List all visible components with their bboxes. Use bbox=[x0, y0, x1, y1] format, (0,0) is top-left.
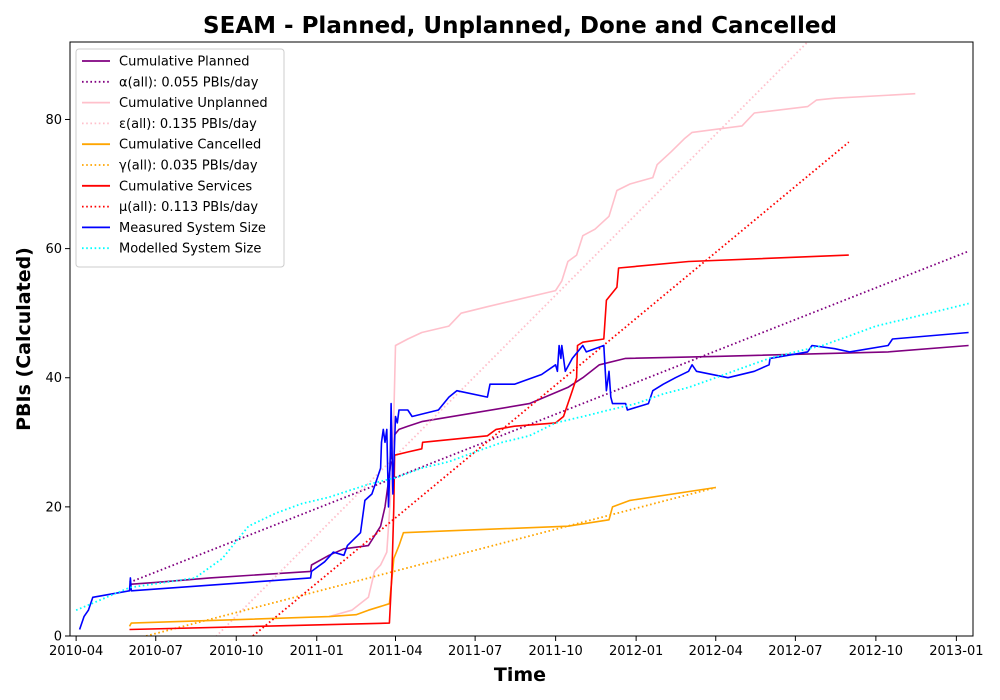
legend-label-7: μ(all): 0.113 PBIs/day bbox=[119, 200, 258, 215]
legend-label-4: Cumulative Cancelled bbox=[119, 138, 261, 153]
legend-label-3: ε(all): 0.135 PBIs/day bbox=[119, 117, 257, 132]
legend-label-6: Cumulative Services bbox=[119, 179, 252, 194]
legend-label-8: Measured System Size bbox=[119, 221, 266, 236]
legend: Cumulative Planned α(all): 0.055 PBIs/day… bbox=[75, 48, 285, 268]
x-tick-label: 2011-07 bbox=[448, 644, 502, 659]
x-tick-label: 2010-07 bbox=[129, 644, 183, 659]
series-layer bbox=[75, 42, 969, 636]
x-tick-label: 2010-10 bbox=[209, 644, 263, 659]
x-tick-label: 2010-04 bbox=[49, 644, 103, 659]
chart-title: SEAM - Planned, Unplanned, Done and Canc… bbox=[203, 13, 837, 39]
y-axis: 0 20 40 60 80 bbox=[45, 113, 70, 645]
series-line-8 bbox=[78, 331, 969, 630]
y-tick-label: 60 bbox=[45, 242, 62, 257]
series-line-5 bbox=[145, 486, 717, 636]
y-tick-label: 0 bbox=[54, 630, 62, 645]
x-tick-label: 2012-10 bbox=[849, 644, 903, 659]
series-line-2 bbox=[328, 92, 916, 618]
x-tick-label: 2012-04 bbox=[689, 644, 743, 659]
x-tick-label: 2011-01 bbox=[290, 644, 344, 659]
x-tick-label: 2011-04 bbox=[368, 644, 422, 659]
legend-label-5: γ(all): 0.035 PBIs/day bbox=[119, 159, 258, 174]
legend-label-9: Modelled System Size bbox=[119, 242, 261, 257]
x-axis-label: Time bbox=[494, 664, 546, 686]
y-axis-label: PBIs (Calculated) bbox=[13, 247, 35, 431]
legend-box bbox=[75, 48, 285, 268]
series-line-3 bbox=[215, 42, 809, 636]
x-axis: 2010-04 2010-07 2010-10 2011-01 2011-04 2011-… bbox=[49, 636, 984, 659]
series-line-9 bbox=[75, 302, 969, 612]
x-tick-label: 2012-07 bbox=[768, 644, 822, 659]
series-line-4 bbox=[128, 486, 716, 627]
y-tick-label: 80 bbox=[45, 113, 62, 128]
y-tick-label: 20 bbox=[45, 500, 62, 515]
x-tick-label: 2011-10 bbox=[528, 644, 582, 659]
series-line-7 bbox=[252, 141, 850, 636]
legend-label-1: α(all): 0.055 PBIs/day bbox=[119, 75, 259, 90]
legend-label-0: Cumulative Planned bbox=[119, 55, 249, 70]
y-tick-label: 40 bbox=[45, 371, 62, 386]
x-tick-label: 2012-01 bbox=[609, 644, 663, 659]
plot-frame bbox=[69, 41, 974, 637]
legend-label-2: Cumulative Unplanned bbox=[119, 96, 268, 111]
x-tick-label: 2013-01 bbox=[929, 644, 983, 659]
